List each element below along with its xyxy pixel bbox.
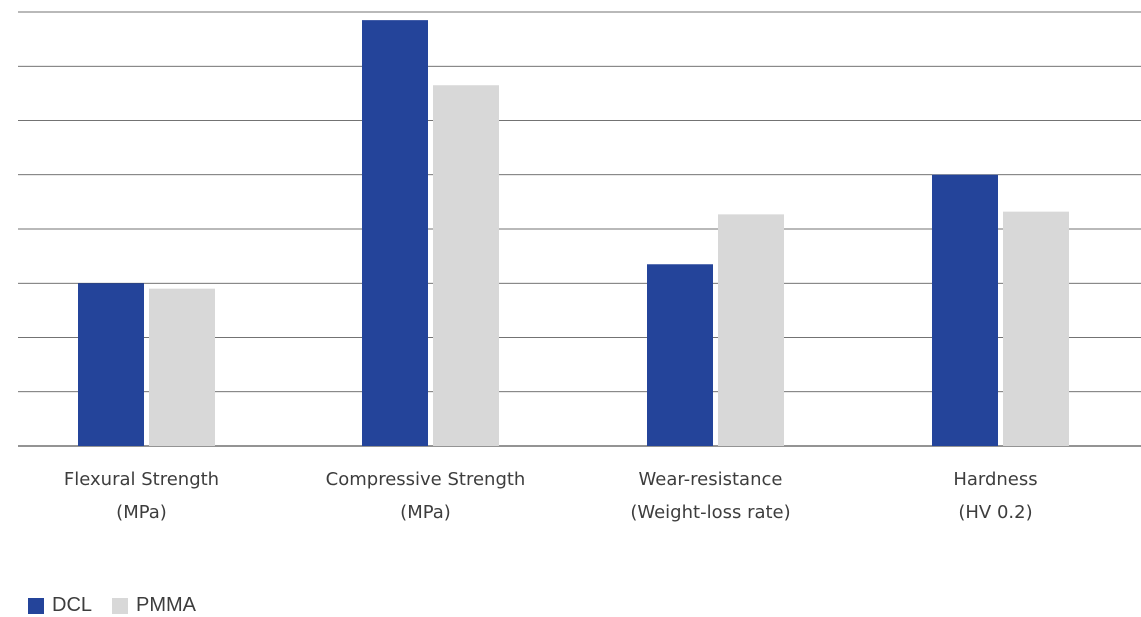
bar-pmma-1 <box>433 85 499 447</box>
legend: DCL PMMA <box>28 594 216 617</box>
legend-swatch-dcl <box>28 597 44 614</box>
bar-dcl-2 <box>647 264 713 446</box>
category-label-2-line-0: Wear-resistance <box>639 469 783 490</box>
legend-label-pmma: PMMA <box>136 594 197 616</box>
bars <box>78 20 1069 447</box>
legend-swatch-pmma <box>112 597 129 614</box>
category-label-2-line-1: (Weight-loss rate) <box>630 502 790 523</box>
bar-dcl-1 <box>362 20 428 446</box>
category-label-1-line-1: (MPa) <box>400 502 451 523</box>
category-label-0-line-0: Flexural Strength <box>64 469 219 490</box>
category-labels: Flexural Strength (MPa) Compressive Streng… <box>64 469 1038 523</box>
category-label-0-line-1: (MPa) <box>116 502 167 523</box>
legend-item-pmma: PMMA <box>112 594 196 617</box>
bar-pmma-3 <box>1003 211 1069 446</box>
bar-pmma-0 <box>149 288 215 446</box>
bar-pmma-2 <box>718 214 784 446</box>
category-label-3-line-0: Hardness <box>953 469 1037 490</box>
legend-item-dcl: DCL <box>28 594 92 617</box>
bar-chart: Flexural Strength (MPa) Compressive Streng… <box>18 11 1141 523</box>
category-label-3-line-1: (HV 0.2) <box>958 502 1032 523</box>
bar-dcl-0 <box>78 283 144 446</box>
legend-label-dcl: DCL <box>52 594 93 616</box>
bar-dcl-3 <box>932 174 998 446</box>
category-label-1-line-0: Compressive Strength <box>326 469 526 490</box>
